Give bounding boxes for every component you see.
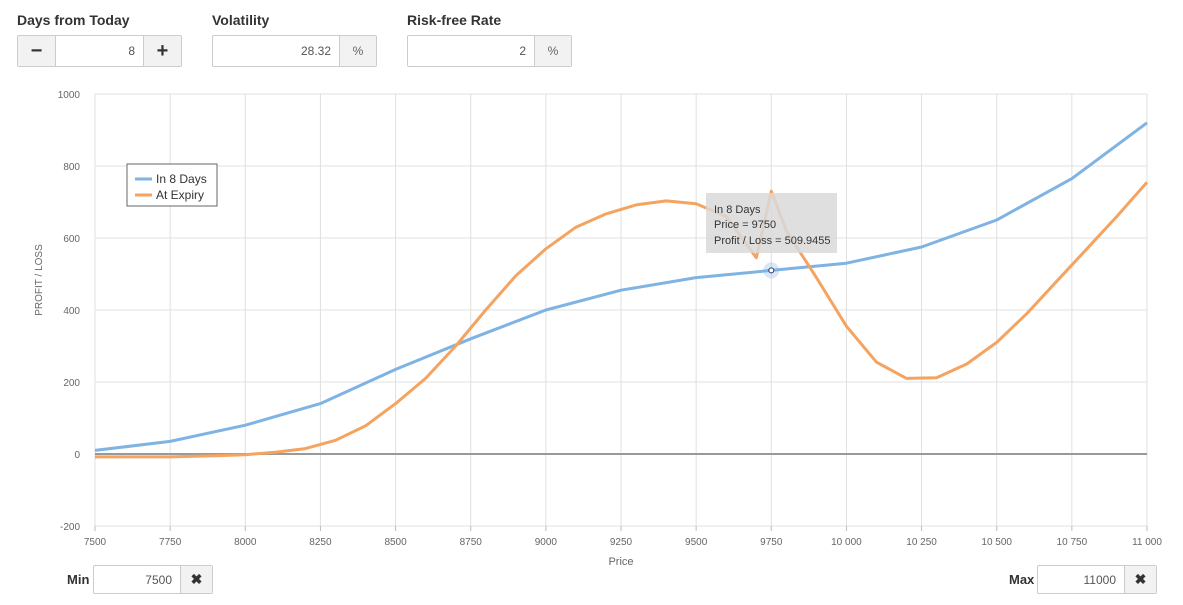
y-tick-label: -200: [60, 522, 80, 533]
x-tick-label: 10 750: [1057, 537, 1088, 548]
hover-marker: [763, 262, 780, 279]
volatility-label: Volatility: [212, 12, 270, 28]
rate-label: Risk-free Rate: [407, 12, 502, 28]
max-group: 11000 ✖: [1037, 565, 1157, 594]
legend-box: [126, 163, 218, 207]
days-input[interactable]: 8: [128, 44, 135, 58]
y-tick-label: 200: [63, 378, 80, 389]
tooltip-price: Price = 9750: [714, 219, 776, 231]
tooltip-pl: Profit / Loss = 509.9455: [714, 235, 831, 247]
chart-tooltip: In 8 Days Price = 9750 Profit / Loss = 5…: [706, 193, 837, 253]
x-tick-label: 9000: [535, 537, 558, 548]
rate-input[interactable]: 2: [519, 44, 526, 58]
rate-group: 2 %: [407, 35, 572, 67]
rate-unit: %: [534, 36, 571, 66]
min-clear-icon[interactable]: ✖: [180, 566, 212, 593]
x-tick-label: 9750: [760, 537, 783, 548]
x-axis-title: Price: [608, 556, 633, 568]
x-tick-label: 8750: [460, 537, 483, 548]
days-label: Days from Today: [17, 12, 130, 28]
x-tick-label: 8250: [309, 537, 332, 548]
chart-lines: [94, 121, 1149, 459]
legend-label-at-expiry[interactable]: At Expiry: [156, 188, 204, 202]
x-tick-label: 9500: [685, 537, 708, 548]
volatility-input[interactable]: 28.32: [300, 44, 331, 58]
x-tick-label: 8500: [384, 537, 407, 548]
y-tick-label: 0: [74, 450, 80, 461]
x-tick-label: 7500: [84, 537, 107, 548]
decrement-days-button[interactable]: −: [18, 36, 56, 66]
volatility-unit: %: [339, 36, 376, 66]
x-tick-label: 10 500: [981, 537, 1012, 548]
x-tick-label: 10 000: [831, 537, 862, 548]
x-tick-label: 9250: [610, 537, 633, 548]
hover-point: [768, 267, 775, 274]
increment-days-button[interactable]: +: [143, 36, 181, 66]
y-tick-label: 800: [63, 162, 80, 173]
x-tick-label: 11 000: [1132, 537, 1162, 548]
y-tick-label: 600: [63, 234, 80, 245]
x-tick-label: 10 250: [906, 537, 937, 548]
x-tick-label: 8000: [234, 537, 257, 548]
y-tick-label: 1000: [58, 90, 81, 101]
legend-label-in-days[interactable]: In 8 Days: [156, 172, 207, 186]
tooltip-title: In 8 Days: [714, 204, 761, 216]
y-tick-label: 400: [63, 306, 80, 317]
min-input[interactable]: 7500: [145, 572, 172, 587]
max-label: Max: [1009, 572, 1035, 587]
max-clear-icon[interactable]: ✖: [1124, 566, 1156, 593]
volatility-group: 28.32 %: [212, 35, 377, 67]
days-stepper: − 8 +: [17, 35, 182, 67]
min-group: 7500 ✖: [93, 565, 213, 594]
max-input[interactable]: 11000: [1083, 572, 1116, 587]
chart-legend: In 8 Days At Expiry: [126, 163, 218, 207]
tooltip-box: [706, 193, 837, 253]
chart-axes: 7500 7750 8000 8250 8500 8750 9000 9250 9500 9750…: [34, 90, 1162, 568]
series-line-in-days[interactable]: [94, 121, 1148, 452]
chart-grid: [94, 93, 1148, 527]
series-line-at-expiry[interactable]: [95, 181, 1149, 459]
x-tick-label: 7750: [159, 537, 182, 548]
y-axis-title: PROFIT / LOSS: [34, 244, 45, 316]
min-label: Min: [67, 572, 90, 587]
